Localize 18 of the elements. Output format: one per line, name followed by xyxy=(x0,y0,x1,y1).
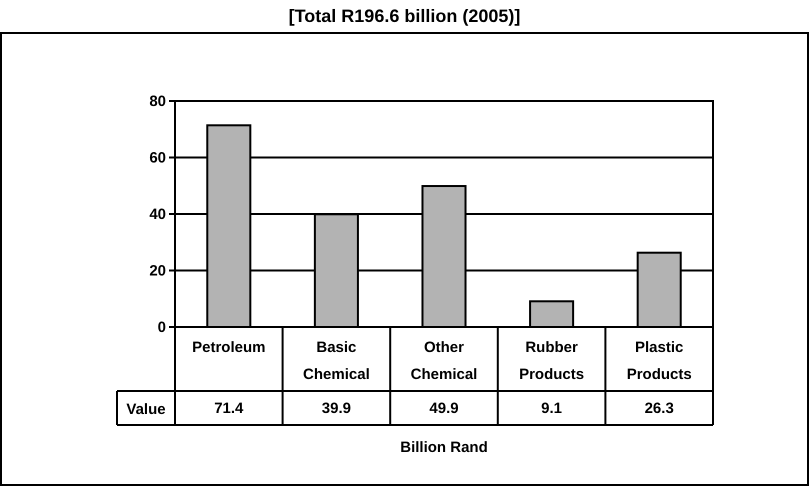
y-tick-label: 80 xyxy=(149,92,166,110)
x-tick-label: Basic Chemical xyxy=(303,339,370,383)
x-tick-label: Petroleum xyxy=(192,339,266,356)
data-label: 39.9 xyxy=(322,400,351,417)
data-label: 49.9 xyxy=(429,400,459,417)
data-label: 26.3 xyxy=(644,400,674,417)
data-label: 9.1 xyxy=(541,400,562,417)
chart-title: [Total R196.6 billion (2005)] xyxy=(288,6,520,26)
x-tick-label: Other Chemical xyxy=(410,339,478,383)
x-tick-label: Plastic Products xyxy=(626,339,692,383)
y-tick-label: 60 xyxy=(149,149,166,166)
data-label: 71.4 xyxy=(214,400,244,417)
y-tick-label: 40 xyxy=(149,206,166,223)
x-axis-title: Billion Rand xyxy=(400,439,488,456)
y-tick-label: 20 xyxy=(149,262,166,280)
x-tick-label: Rubber Products xyxy=(519,339,584,383)
legend-label: Value xyxy=(126,401,166,418)
y-tick-label: 0 xyxy=(158,318,166,336)
